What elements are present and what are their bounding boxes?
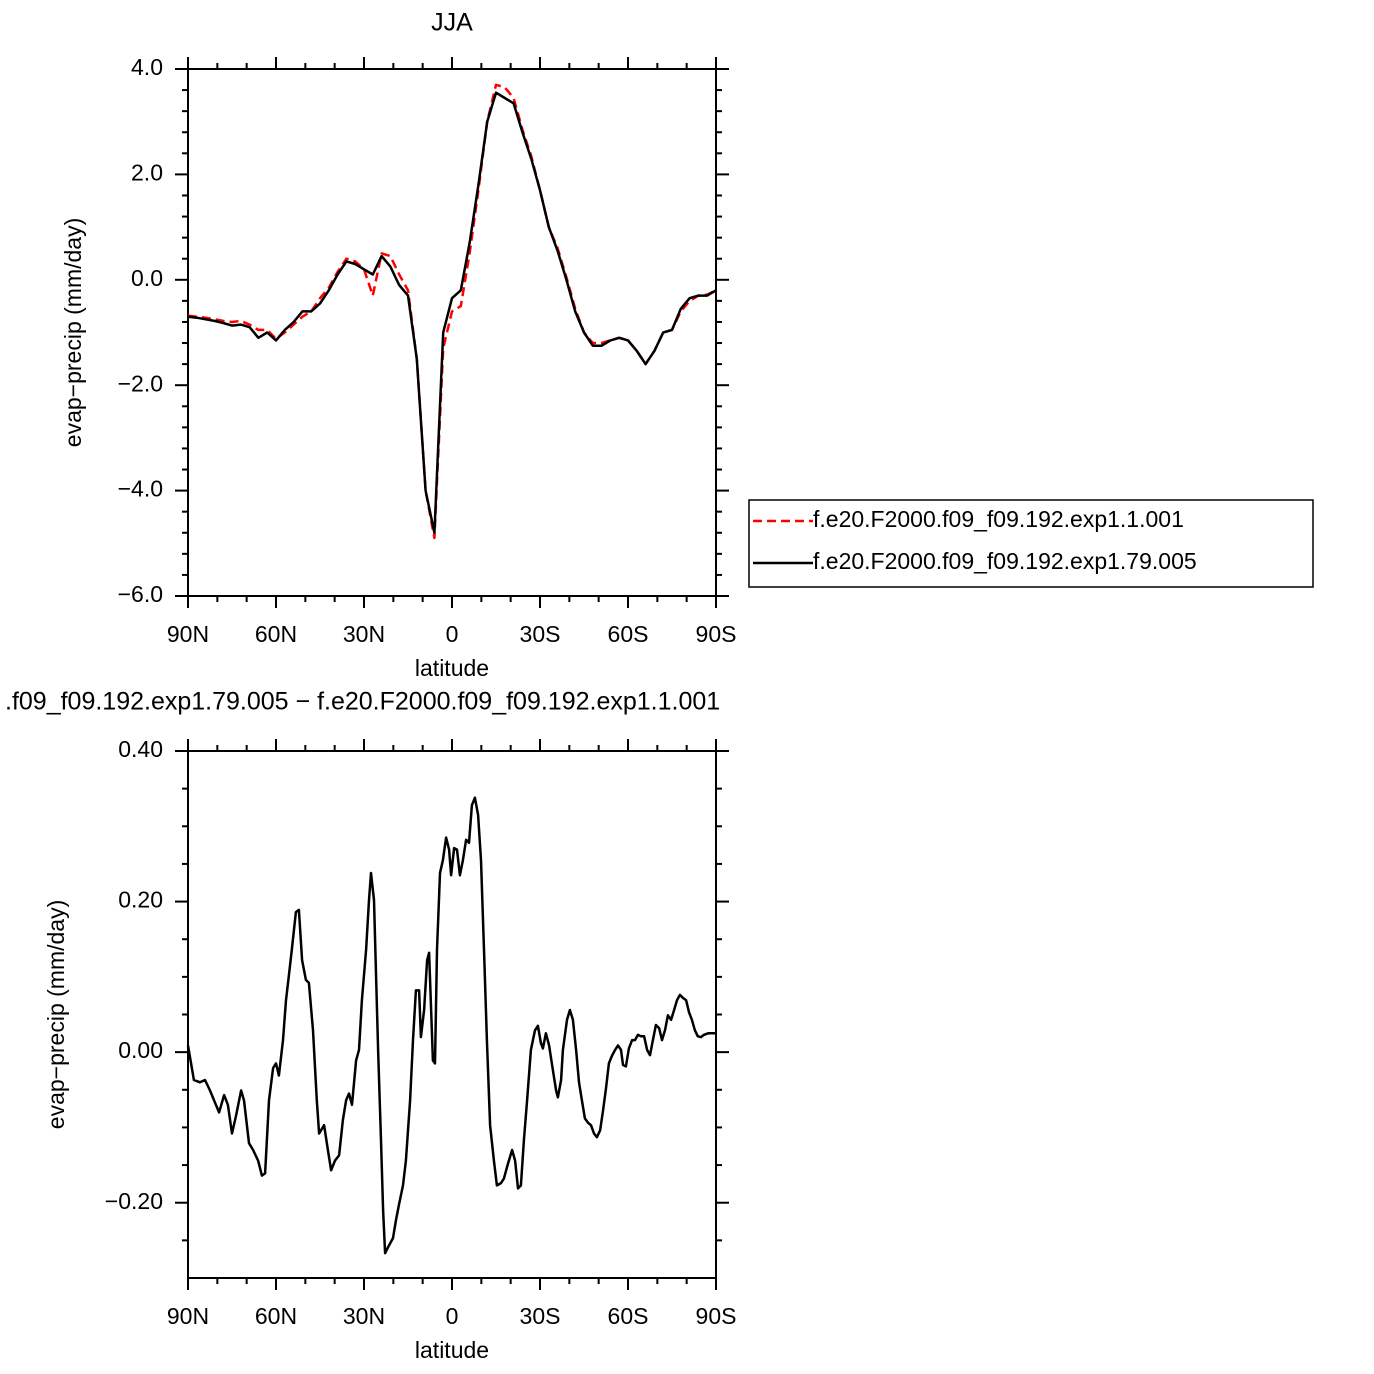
- chart-title: JJA: [431, 9, 473, 37]
- x-tick-label: 60N: [255, 1303, 297, 1329]
- y-tick-label: −2.0: [118, 370, 163, 396]
- x-tick-label: 90S: [696, 1303, 737, 1329]
- y-axis-label: evap−precip (mm/day): [60, 218, 86, 447]
- y-tick-label: 0.0: [131, 265, 163, 291]
- x-axis-label: latitude: [415, 655, 489, 681]
- y-tick-label: 0.00: [118, 1037, 163, 1063]
- x-axis-label: latitude: [415, 1337, 489, 1363]
- data-line: [187, 91, 717, 535]
- y-axis-label: evap−precip (mm/day): [43, 900, 69, 1129]
- y-tick-label: 0.20: [118, 887, 163, 913]
- chart-title: .f09_f09.192.exp1.79.005 − f.e20.F2000.f…: [5, 688, 720, 716]
- x-tick-label: 30S: [520, 621, 561, 647]
- x-tick-label: 60S: [608, 621, 649, 647]
- y-tick-label: 4.0: [131, 54, 163, 80]
- x-tick-label: 60N: [255, 621, 297, 647]
- legend-label: f.e20.F2000.f09_f09.192.exp1.79.005: [813, 548, 1197, 574]
- x-tick-label: 30S: [520, 1303, 561, 1329]
- plot-frame: [187, 750, 717, 1279]
- y-tick-label: −4.0: [118, 476, 163, 502]
- x-tick-label: 30N: [343, 621, 385, 647]
- x-tick-label: 60S: [608, 1303, 649, 1329]
- x-tick-label: 30N: [343, 1303, 385, 1329]
- data-line: [187, 83, 717, 540]
- x-tick-label: 90S: [696, 621, 737, 647]
- x-tick-label: 90N: [167, 621, 209, 647]
- x-tick-label: 90N: [167, 1303, 209, 1329]
- legend-label: f.e20.F2000.f09_f09.192.exp1.1.001: [813, 506, 1184, 532]
- data-line: [186, 796, 716, 1255]
- y-tick-label: 0.40: [118, 736, 163, 762]
- y-tick-label: −0.20: [105, 1188, 163, 1214]
- y-tick-label: 2.0: [131, 159, 163, 185]
- legend-box: [748, 499, 1314, 588]
- x-tick-label: 0: [446, 621, 459, 647]
- y-tick-label: −6.0: [118, 581, 163, 607]
- x-tick-label: 0: [446, 1303, 459, 1329]
